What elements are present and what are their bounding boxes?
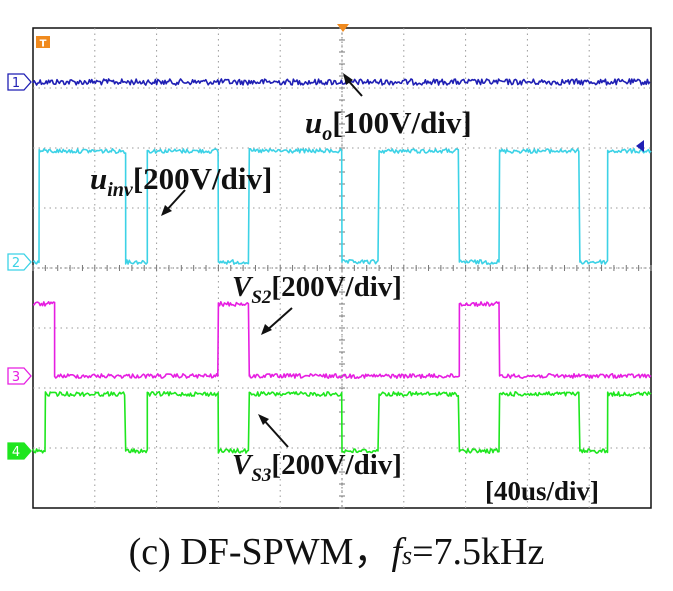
caption-suffix: =7.5kHz [412,531,545,573]
channel-marker-shape [7,73,32,91]
channel-marker-label: 2 [12,256,20,271]
ch1-level-marker-right [636,140,644,152]
time-scale-label: [40us/div] [485,476,599,506]
figure-caption: (c) DF-SPWM，fs=7.5kHz [0,520,673,575]
trace-u-inv [32,148,652,265]
trace-v-s3 [32,391,652,454]
channel-marker-shape [7,442,32,460]
traces [32,78,652,454]
trace-v-s2 [32,301,652,379]
trigger-marker-left: T [36,36,50,50]
caption-var: f [391,531,402,573]
channel-marker-4: 4 [7,442,32,460]
trigger-marker-top [337,24,349,32]
arrowhead-uinv [161,205,172,216]
label-vs2: VS2[200V/div] [232,271,402,308]
arrowhead-uo [343,73,353,85]
arrowhead-vs2 [261,324,272,335]
caption-sub: s [402,541,413,570]
arrow-vs3 [261,417,289,448]
oscilloscope-plot: 1 2 3 4 T uo[100V/div] uinv[200V/div] VS2[2… [7,24,652,509]
label-uo: uo[100V/div] [305,105,472,145]
label-vs3: VS3[200V/div] [232,449,402,486]
channel-marker-1: 1 [7,73,32,91]
channel-markers: 1 2 3 4 [7,73,32,460]
channel-marker-shape [7,367,32,385]
label-uinv: uinv[200V/div] [90,161,272,201]
channel-marker-label: 1 [12,76,20,91]
trigger-letter: T [40,39,47,50]
channel-marker-label: 4 [12,445,20,460]
caption-prefix: (c) DF-SPWM， [128,531,392,573]
trace-u-o [32,78,651,86]
channel-marker-label: 3 [12,370,20,385]
arrowhead-vs3 [258,414,269,425]
channel-marker-2: 2 [7,253,32,271]
channel-marker-3: 3 [7,367,32,385]
channel-marker-shape [7,253,32,271]
